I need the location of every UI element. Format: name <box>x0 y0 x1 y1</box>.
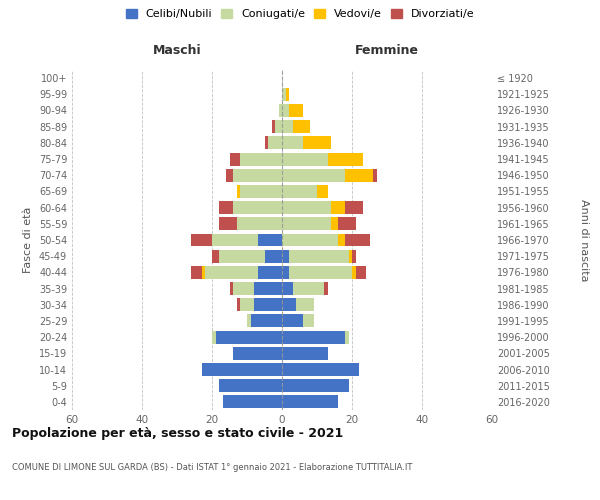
Bar <box>324 282 328 295</box>
Legend: Celibi/Nubili, Coniugati/e, Vedovi/e, Divorziati/e: Celibi/Nubili, Coniugati/e, Vedovi/e, Di… <box>122 6 478 22</box>
Text: Femmine: Femmine <box>355 44 419 57</box>
Bar <box>278 104 282 117</box>
Bar <box>205 266 257 279</box>
Bar <box>349 250 352 262</box>
Bar <box>282 136 303 149</box>
Bar <box>345 201 362 214</box>
Bar <box>282 169 345 181</box>
Y-axis label: Anni di nascita: Anni di nascita <box>578 198 589 281</box>
Bar <box>345 169 373 181</box>
Bar <box>282 298 296 311</box>
Bar <box>202 266 205 279</box>
Bar <box>229 152 240 166</box>
Bar <box>282 330 345 344</box>
Bar <box>331 201 345 214</box>
Bar <box>212 330 215 344</box>
Bar <box>229 282 233 295</box>
Text: Maschi: Maschi <box>152 44 202 57</box>
Bar <box>296 298 314 311</box>
Bar <box>282 185 317 198</box>
Bar <box>251 314 282 328</box>
Bar <box>191 266 202 279</box>
Bar <box>236 185 240 198</box>
Bar <box>293 282 324 295</box>
Bar <box>282 396 338 408</box>
Bar <box>247 314 251 328</box>
Bar <box>236 298 240 311</box>
Bar <box>282 250 289 262</box>
Bar <box>282 347 328 360</box>
Bar <box>282 314 303 328</box>
Bar <box>268 136 282 149</box>
Bar <box>254 298 282 311</box>
Bar <box>289 250 349 262</box>
Bar <box>240 152 282 166</box>
Bar <box>282 152 328 166</box>
Bar <box>282 201 331 214</box>
Bar <box>223 396 282 408</box>
Bar <box>345 234 370 246</box>
Bar <box>352 266 355 279</box>
Bar <box>271 120 275 133</box>
Bar <box>233 169 282 181</box>
Bar <box>236 218 282 230</box>
Bar <box>345 330 349 344</box>
Bar <box>254 282 282 295</box>
Bar <box>373 169 377 181</box>
Bar <box>191 234 212 246</box>
Bar <box>282 88 286 101</box>
Y-axis label: Fasce di età: Fasce di età <box>23 207 33 273</box>
Bar <box>355 266 366 279</box>
Bar <box>233 282 254 295</box>
Bar <box>265 136 268 149</box>
Bar <box>286 88 289 101</box>
Text: COMUNE DI LIMONE SUL GARDA (BS) - Dati ISTAT 1° gennaio 2021 - Elaborazione TUTT: COMUNE DI LIMONE SUL GARDA (BS) - Dati I… <box>12 462 412 471</box>
Bar <box>282 363 359 376</box>
Bar <box>338 218 355 230</box>
Bar <box>202 363 282 376</box>
Bar <box>282 120 293 133</box>
Bar <box>328 152 362 166</box>
Bar <box>265 250 282 262</box>
Bar <box>219 250 265 262</box>
Bar <box>338 234 345 246</box>
Bar <box>282 379 349 392</box>
Bar <box>240 185 282 198</box>
Bar <box>257 266 282 279</box>
Bar <box>282 234 338 246</box>
Bar <box>257 234 282 246</box>
Bar <box>289 266 352 279</box>
Bar <box>293 120 310 133</box>
Bar <box>233 347 282 360</box>
Bar <box>233 201 282 214</box>
Bar <box>303 314 314 328</box>
Bar <box>282 104 289 117</box>
Bar <box>219 379 282 392</box>
Bar <box>226 169 233 181</box>
Bar <box>275 120 282 133</box>
Bar <box>282 218 331 230</box>
Bar <box>303 136 331 149</box>
Bar <box>219 218 236 230</box>
Bar <box>317 185 328 198</box>
Bar <box>289 104 303 117</box>
Bar <box>331 218 338 230</box>
Bar <box>212 234 257 246</box>
Bar <box>219 201 233 214</box>
Bar <box>240 298 254 311</box>
Bar <box>282 282 293 295</box>
Bar <box>212 250 219 262</box>
Bar <box>215 330 282 344</box>
Bar <box>282 266 289 279</box>
Text: Popolazione per età, sesso e stato civile - 2021: Popolazione per età, sesso e stato civil… <box>12 428 343 440</box>
Bar <box>352 250 355 262</box>
